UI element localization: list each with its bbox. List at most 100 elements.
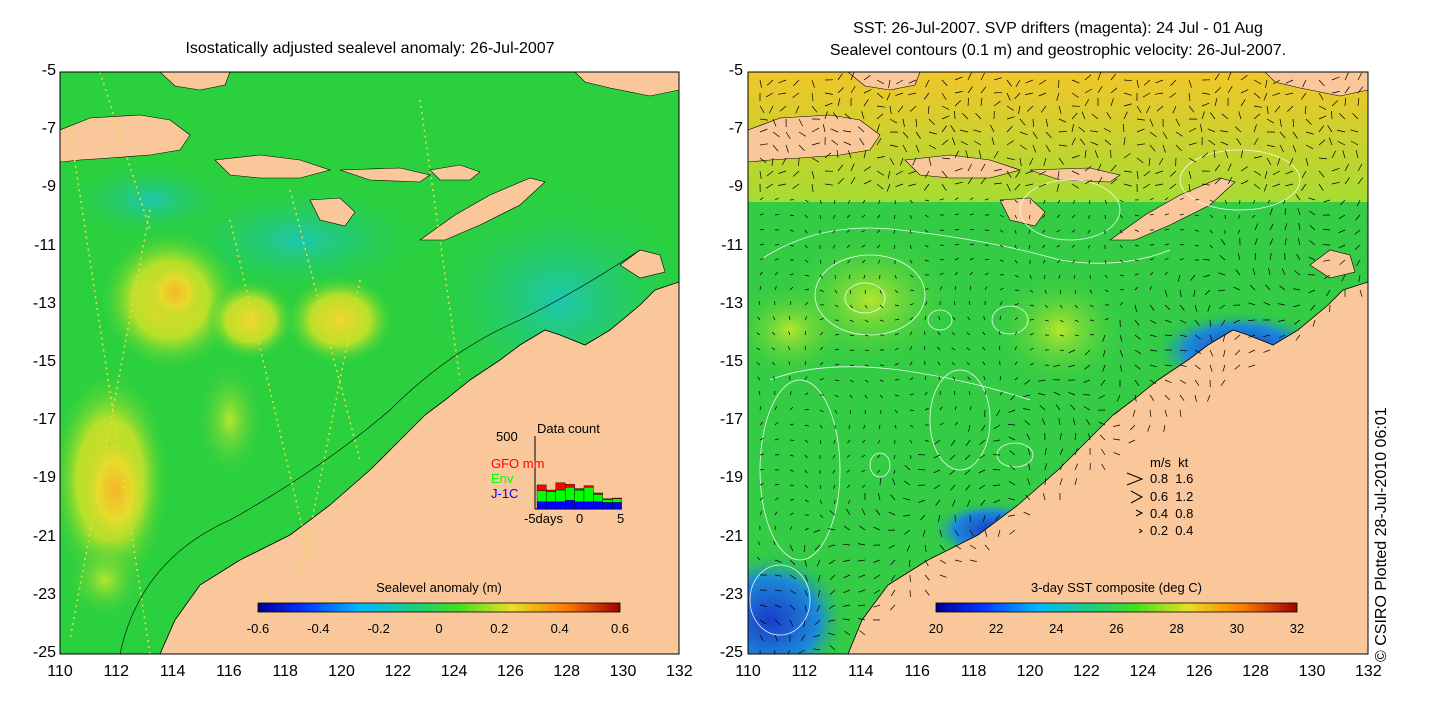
velocity-arrow xyxy=(979,484,986,490)
datacount-bar-gfo xyxy=(612,497,622,499)
velocity-arrow xyxy=(804,392,809,396)
velocity-arrow xyxy=(863,150,867,159)
datacount-bar-env xyxy=(602,499,613,503)
velocity-arrow xyxy=(1344,97,1346,107)
velocity-arrow xyxy=(1323,199,1331,203)
velocity-arrow xyxy=(1059,319,1064,323)
velocity-arrow xyxy=(924,544,927,552)
velocity-arrow xyxy=(819,274,823,279)
velocity-arrow xyxy=(859,630,866,636)
velocity-arrow xyxy=(909,454,912,459)
velocity-arrow xyxy=(939,529,943,537)
velocity-arrow xyxy=(1162,144,1166,153)
velocity-arrow xyxy=(924,574,930,581)
velocity-arrow xyxy=(1318,105,1327,110)
datacount-bar-gfo xyxy=(602,498,613,500)
velocity-arrow xyxy=(984,544,990,551)
velocity-arrow xyxy=(1209,199,1214,203)
velocity-arrow xyxy=(774,272,779,276)
velocity-arrow xyxy=(1284,223,1288,231)
x-tick-label: 126 xyxy=(497,663,524,680)
velocity-arrow xyxy=(952,499,956,507)
velocity-arrow xyxy=(1045,131,1052,139)
velocity-arrow xyxy=(1203,274,1211,278)
x-tick-label: 112 xyxy=(103,663,130,680)
velocity-arrow xyxy=(908,559,911,567)
velocity-arrow xyxy=(1209,319,1211,328)
velocity-arrow xyxy=(1008,514,1016,517)
velocity-arrow xyxy=(967,97,969,107)
velocity-arrow xyxy=(1024,420,1031,426)
velocity-arrow xyxy=(909,303,914,306)
velocity-arrow xyxy=(1059,289,1061,295)
velocity-arrow xyxy=(789,469,794,472)
velocity-arrow xyxy=(1029,347,1034,351)
velocity-arrow xyxy=(952,316,956,321)
velocity-arrow xyxy=(1084,364,1091,370)
velocity-arrow xyxy=(941,92,947,100)
y-tick-label: -7 xyxy=(41,120,56,138)
velocity-arrow xyxy=(909,393,914,396)
velocity-arrow xyxy=(1179,258,1184,261)
velocity-arrow xyxy=(1222,364,1226,372)
velocity-legend-row: 0.4 0.8 xyxy=(1150,506,1194,521)
velocity-arrow xyxy=(1201,183,1210,186)
velocity-arrow xyxy=(954,91,963,94)
velocity-arrow xyxy=(846,508,851,516)
velocity-arrow xyxy=(858,559,866,562)
velocity-arrow xyxy=(935,499,941,506)
velocity-arrow xyxy=(788,331,791,336)
velocity-arrow xyxy=(1057,170,1060,179)
velocity-arrow xyxy=(858,604,866,607)
velocity-arrow xyxy=(766,170,774,177)
velocity-arrow xyxy=(876,79,885,85)
velocity-arrow xyxy=(1102,334,1106,342)
velocity-arrow xyxy=(772,118,777,127)
datacount-bar-env xyxy=(583,486,594,502)
velocity-arrow xyxy=(1252,199,1256,204)
velocity-arrow xyxy=(834,379,840,381)
velocity-arrow xyxy=(849,289,852,294)
velocity-arrow xyxy=(759,157,767,164)
velocity-arrow xyxy=(1344,72,1349,81)
velocity-arrow xyxy=(858,574,866,578)
velocity-arrow xyxy=(846,229,851,233)
datacount-bar-j1c xyxy=(612,502,622,510)
velocity-arrow xyxy=(850,86,856,94)
velocity-arrow xyxy=(1149,272,1154,276)
velocity-arrow xyxy=(1227,163,1232,172)
velocity-arrow xyxy=(1014,361,1018,366)
velocity-arrow xyxy=(757,316,761,321)
velocity-arrow xyxy=(999,214,1004,218)
velocity-arrow xyxy=(954,181,963,185)
velocity-arrow xyxy=(1289,157,1294,166)
velocity-arrow xyxy=(1201,152,1209,159)
velocity-arrow xyxy=(1164,243,1169,246)
velocity-arrow xyxy=(843,559,851,562)
velocity-legend-row: 0.6 1.2 xyxy=(1150,489,1194,504)
velocity-arrow xyxy=(804,302,809,306)
velocity-arrow xyxy=(1247,319,1256,321)
velocity-arrow xyxy=(1068,364,1076,368)
velocity-arrow xyxy=(1136,79,1139,88)
velocity-arrow xyxy=(873,559,881,563)
velocity-arrow xyxy=(837,98,841,107)
velocity-arrow xyxy=(811,127,820,133)
velocity-arrow xyxy=(1088,433,1091,441)
velocity-arrow xyxy=(889,144,898,148)
velocity-arrow xyxy=(859,138,865,146)
velocity-arrow xyxy=(1269,238,1274,246)
velocity-arrow xyxy=(894,409,899,414)
velocity-arrow xyxy=(999,259,1004,262)
velocity-arrow xyxy=(828,619,836,622)
velocity-arrow xyxy=(917,468,926,471)
y-tick-label: -21 xyxy=(32,527,56,545)
velocity-arrow xyxy=(1155,79,1164,84)
velocity-arrow xyxy=(1085,419,1091,426)
velocity-arrow xyxy=(969,406,972,411)
velocity-arrow xyxy=(969,257,974,261)
velocity-arrow xyxy=(1331,167,1340,172)
velocity-arrow xyxy=(759,483,764,486)
velocity-arrow xyxy=(1305,131,1314,135)
velocity-arrow xyxy=(1179,304,1185,311)
